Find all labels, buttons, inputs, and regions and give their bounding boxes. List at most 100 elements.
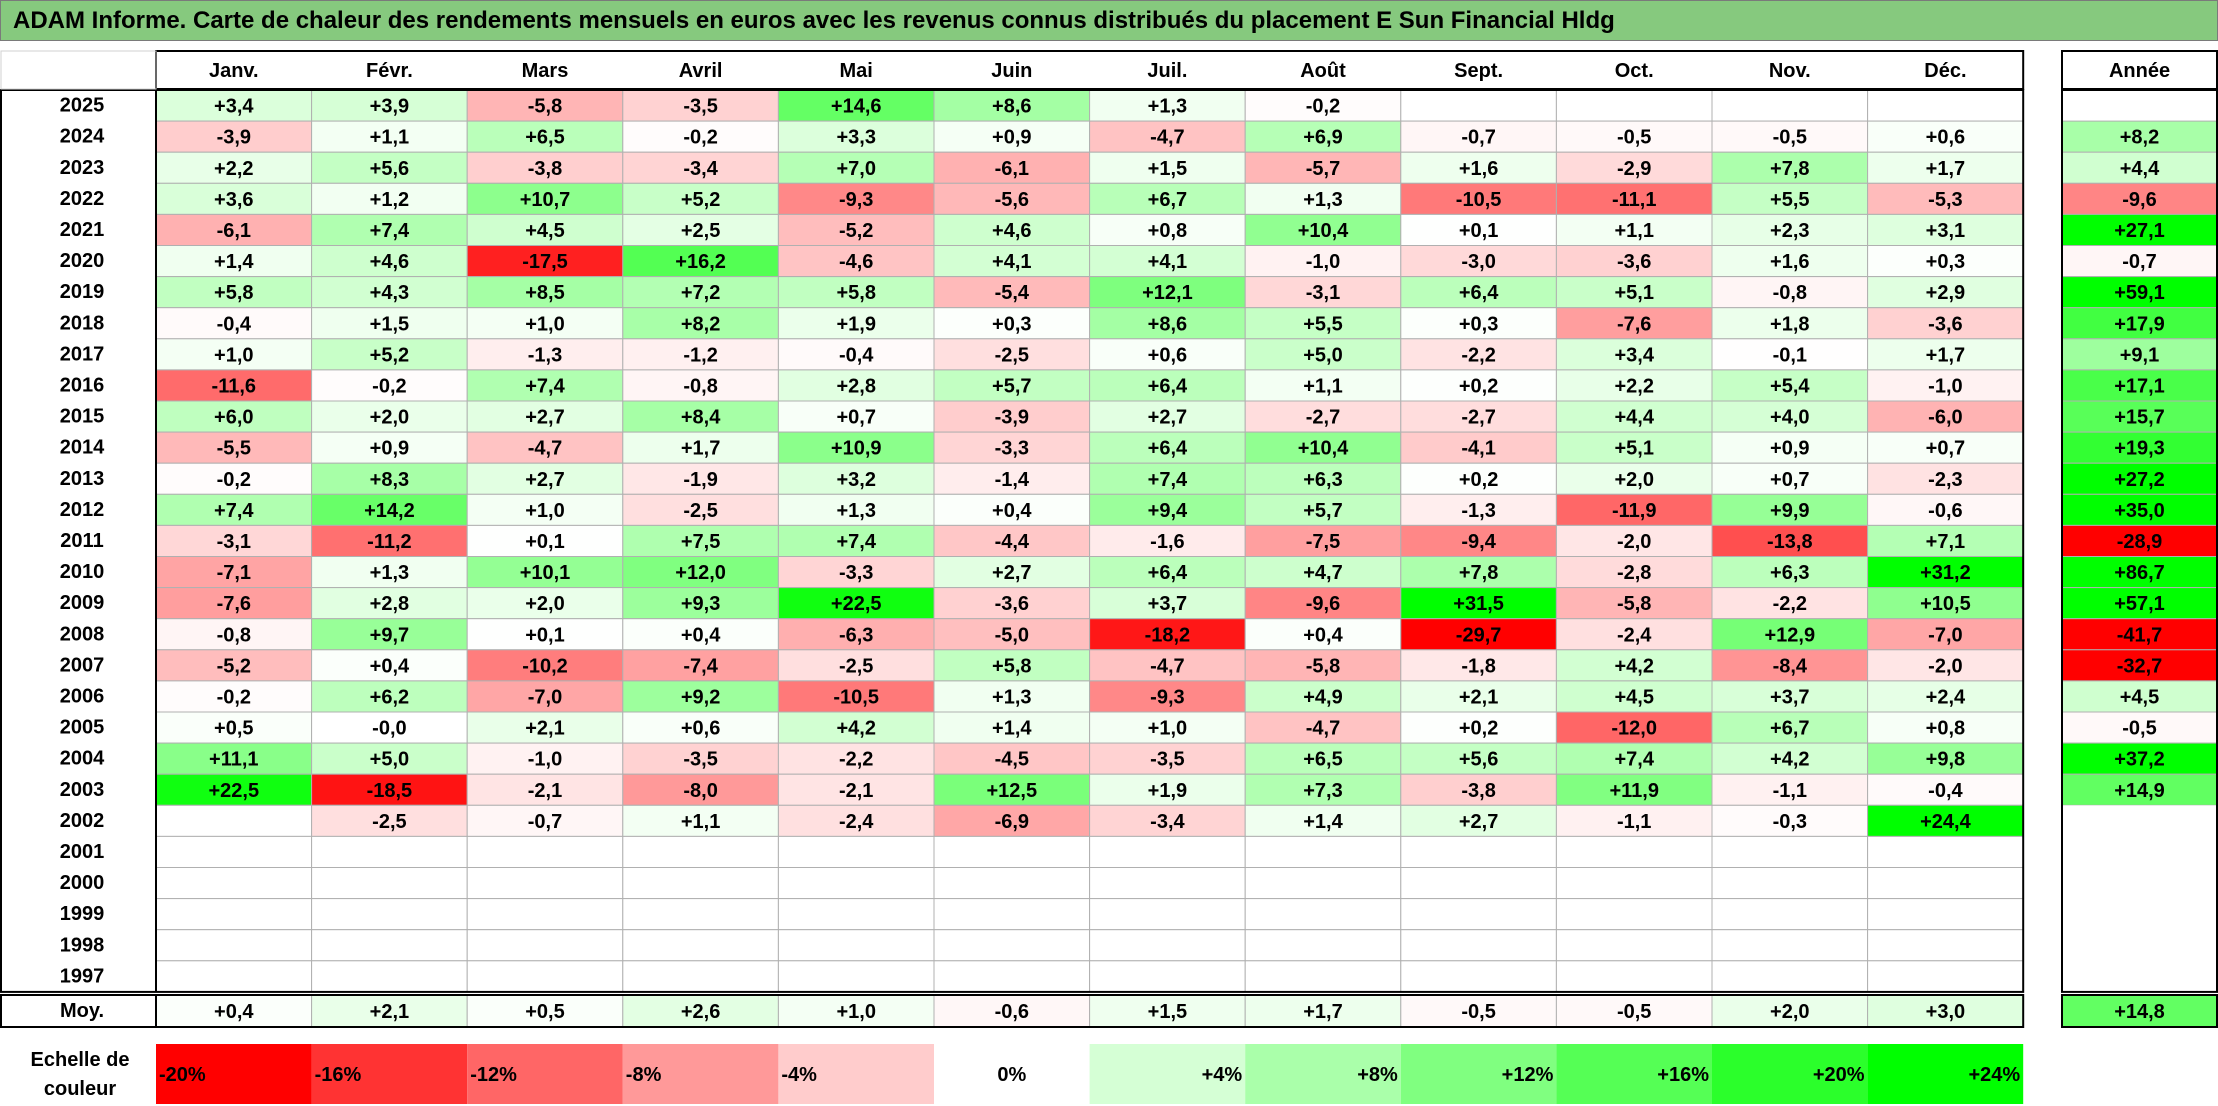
- heatmap-cell: [311, 556, 468, 589]
- cell-value: +12,5: [986, 780, 1037, 802]
- cell-value: +5,8: [214, 282, 253, 304]
- cell-value: +6,4: [1459, 282, 1499, 304]
- cell-value: -0,2: [683, 127, 717, 149]
- cell-value: +9,4: [1148, 500, 1188, 522]
- cell-value: -5,3: [1928, 189, 1962, 211]
- heatmap-cell: [1400, 867, 1557, 900]
- cell-value: +0,8: [1926, 718, 1965, 740]
- cell-value: +2,7: [525, 407, 564, 429]
- scale-swatch: [778, 1044, 934, 1104]
- cell-value: +5,2: [681, 189, 720, 211]
- heatmap-cell: [311, 898, 468, 931]
- annual-cell: [2062, 960, 2217, 992]
- cell-value: -2,5: [995, 344, 1029, 366]
- cell-value: +3,6: [214, 189, 253, 211]
- heatmap-cell: [1711, 773, 1869, 806]
- heatmap-cell: [1089, 89, 1246, 122]
- row-year-label: 2001: [60, 841, 105, 863]
- heatmap-cell: [1711, 307, 1869, 340]
- heatmap-cell: [466, 649, 624, 682]
- corner-cell: [0, 50, 157, 90]
- cell-value: +1,1: [370, 127, 409, 149]
- heatmap-cell: [466, 680, 624, 713]
- heatmap-cell: [1400, 680, 1557, 713]
- heatmap-cell: [1711, 338, 1869, 371]
- heatmap-cell: [622, 524, 779, 558]
- row-year-label: 2017: [60, 343, 105, 365]
- scale-step-label: +4%: [1202, 1064, 1243, 1086]
- heatmap-cell: [933, 773, 1091, 806]
- scale-swatch: [467, 1044, 623, 1104]
- scale-step-label: -12%: [470, 1064, 517, 1086]
- cell-value: -0,5: [1617, 127, 1651, 149]
- cell-value: -9,4: [1461, 531, 1496, 553]
- heatmap-cell: [1400, 151, 1557, 184]
- cell-value: +7,4: [370, 220, 410, 242]
- heatmap-cell: [1867, 929, 2024, 962]
- heatmap-cell: [1244, 120, 1402, 153]
- row-year-label: 2002: [60, 810, 105, 832]
- heatmap-cell: [311, 276, 468, 309]
- row-year-label: 2000: [60, 872, 105, 894]
- heatmap-cell: [1244, 960, 1402, 993]
- annual-cell: [2061, 773, 2218, 806]
- cell-value: +0,1: [1459, 220, 1498, 242]
- cell-value: +7,4: [836, 531, 876, 553]
- annual-cell: [2062, 836, 2217, 868]
- cell-value: +31,2: [1920, 562, 1971, 584]
- row-year-label: 2023: [60, 157, 105, 179]
- heatmap-cell: [777, 929, 935, 962]
- heatmap-cell: [1555, 960, 1713, 993]
- annual-cell: [2062, 90, 2217, 122]
- heatmap-cell: [1244, 213, 1402, 246]
- heatmap-cell: [311, 680, 468, 713]
- cell-value: -2,7: [1306, 407, 1340, 429]
- heatmap-cell: [1711, 742, 1869, 775]
- heatmap-cell: [933, 742, 1091, 775]
- heatmap-cell: [1555, 493, 1713, 526]
- cell-value: +10,4: [1298, 438, 1349, 460]
- row-year-label: 2013: [60, 468, 105, 490]
- cell-value: +0,3: [1459, 313, 1498, 335]
- column-header: Août: [1300, 60, 1346, 82]
- heatmap-cell: [1089, 618, 1246, 651]
- heatmap-cell: [933, 245, 1091, 278]
- average-cell: [311, 994, 468, 1028]
- cell-value: +4,5: [1614, 686, 1653, 708]
- cell-value: +2,3: [1770, 220, 1809, 242]
- heatmap-cell: [777, 773, 935, 806]
- cell-value: -0,7: [1461, 127, 1495, 149]
- cell-value: +3,4: [214, 96, 254, 118]
- average-value: +2,6: [681, 1001, 720, 1023]
- cell-value: -7,4: [683, 655, 718, 677]
- annual-cell: [2062, 929, 2217, 961]
- heatmap-cell: [1711, 804, 1869, 837]
- cell-value: -18,5: [367, 780, 413, 802]
- cell-value: -7,6: [1617, 313, 1651, 335]
- heatmap-cell: [1555, 182, 1713, 215]
- cell-value: +2,0: [525, 593, 564, 615]
- heatmap-cell: [155, 493, 313, 526]
- annual-value: -9,6: [2122, 189, 2156, 211]
- cell-value: +9,9: [1770, 500, 1809, 522]
- cell-value: +0,9: [370, 438, 409, 460]
- heatmap-cell: [777, 680, 935, 713]
- cell-value: -0,7: [528, 811, 562, 833]
- heatmap-cell: [1244, 929, 1402, 962]
- cell-value: -3,5: [1150, 749, 1184, 771]
- heatmap-cell: [466, 711, 624, 744]
- cell-value: -2,0: [1928, 655, 1962, 677]
- annual-value: +17,1: [2114, 375, 2165, 397]
- annual-value: +27,1: [2114, 220, 2165, 242]
- heatmap-cell: [155, 929, 313, 962]
- cell-value: +3,3: [836, 127, 875, 149]
- heatmap-cell: [1555, 929, 1713, 962]
- heatmap-cell: [622, 680, 779, 713]
- heatmap-cell: [1089, 120, 1246, 153]
- cell-value: +2,2: [1614, 375, 1653, 397]
- heatmap-cell: [155, 245, 313, 278]
- heatmap-cell: [1089, 835, 1246, 869]
- annual-cell: [2061, 680, 2218, 713]
- cell-value: +6,4: [1148, 562, 1188, 584]
- cell-value: +2,7: [992, 562, 1031, 584]
